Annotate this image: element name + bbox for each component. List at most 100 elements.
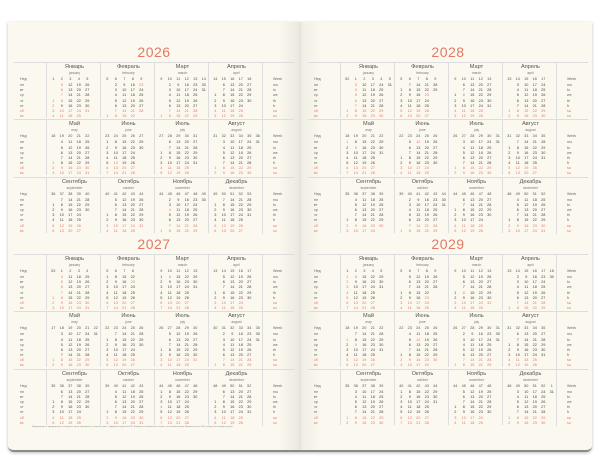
day: 26 <box>184 410 189 415</box>
day-row: 6 13 20 27 <box>49 151 100 156</box>
day: 19 <box>478 275 483 279</box>
holiday-day: 7 <box>60 290 63 295</box>
weekday-label: su <box>273 228 277 233</box>
day-row: 5 12 19 26 <box>343 358 394 363</box>
day: 28 <box>247 161 252 166</box>
week-number: 26 <box>130 134 135 139</box>
day: 15 <box>68 400 73 404</box>
holiday-day: 18 <box>230 108 235 113</box>
week-number: 15 <box>524 77 529 81</box>
holiday-day: 24 <box>370 228 375 233</box>
day: 26 <box>139 197 144 202</box>
day: 1 <box>106 337 109 342</box>
day: 24 <box>541 83 546 87</box>
day: 6 <box>168 218 171 223</box>
holiday-day: 28 <box>184 420 189 425</box>
day-row: 3 10 17 24 31 <box>103 421 154 426</box>
holiday-day: 25 <box>76 415 81 420</box>
day-row: 1 8 15 22 29 <box>49 400 100 405</box>
day: 27 <box>139 400 144 404</box>
day-row: 7 14 21 28 <box>103 109 154 114</box>
day: 13 <box>68 88 73 93</box>
day: 14 <box>524 337 529 342</box>
holiday-day: 16 <box>362 420 367 425</box>
day: 17 <box>370 389 375 394</box>
holiday-day: 21 <box>176 420 181 425</box>
day: 26 <box>487 389 492 394</box>
holiday-day: 18 <box>524 358 529 363</box>
day: 17 <box>424 202 429 207</box>
day-row: 6 13 20 27 <box>505 405 556 410</box>
day: 29 <box>247 290 252 295</box>
holiday-day: 3 <box>106 223 109 228</box>
day-row: 7 14 21 28 <box>505 213 556 218</box>
day: 21 <box>478 400 483 404</box>
day: 24 <box>130 347 135 352</box>
day-row: 4 11 18 25 <box>397 306 448 311</box>
holiday-day: 19 <box>176 171 181 176</box>
day: 22 <box>424 389 429 394</box>
holiday-day: 29 <box>487 363 492 368</box>
weekday-label: we <box>567 150 572 155</box>
weekday-label: th <box>567 155 570 160</box>
day: 4 <box>60 337 63 342</box>
day: 4 <box>114 389 117 394</box>
day: 13 <box>68 347 73 352</box>
holiday-day: 16 <box>416 358 421 363</box>
day: 3 <box>400 98 403 103</box>
holiday-day: 22 <box>478 363 483 368</box>
day: 17 <box>122 150 127 155</box>
day-row: 3 10 17 24 31 <box>157 88 208 93</box>
holiday-day: 8 <box>462 166 465 171</box>
day: 22 <box>478 290 483 295</box>
day: 31 <box>387 83 392 87</box>
day: 5 <box>408 275 411 279</box>
month-name-en: september <box>360 185 377 190</box>
weekday-label: пт <box>314 353 318 358</box>
day: 14 <box>176 342 181 347</box>
day-row: 5 12 19 26 <box>397 213 448 218</box>
holiday-day: 2 <box>52 166 55 171</box>
day: 27 <box>139 202 144 207</box>
month-calendar: Февраль february 5 6 7 8 1 8 15 22 2 9 16 23 3 10 17 24 4 1… <box>100 254 154 310</box>
day: 16 <box>122 342 127 347</box>
month-name-ru: Июнь <box>415 313 430 320</box>
holiday-day: 2 <box>214 171 217 176</box>
week-number: 16 <box>532 77 537 81</box>
holiday-day: 4 <box>508 358 511 363</box>
week-number: 10 <box>461 77 466 81</box>
day: 31 <box>201 88 206 93</box>
day: 9 <box>516 150 519 155</box>
week-number: 3 <box>69 77 72 81</box>
day: 28 <box>85 394 90 399</box>
day-row: 3 10 17 24 31 <box>343 285 394 290</box>
day: 22 <box>238 202 243 207</box>
day: 22 <box>424 88 429 93</box>
day-row: 1 8 15 22 29 <box>157 114 208 119</box>
day: 27 <box>247 83 252 87</box>
weekday-label: сб <box>314 415 318 420</box>
day: 30 <box>193 394 198 399</box>
day: 25 <box>433 208 438 212</box>
weekday-label: вт <box>314 337 318 342</box>
week-header: Нед <box>314 383 321 388</box>
holiday-day: 22 <box>238 166 243 171</box>
weekday-label: mo <box>273 197 278 202</box>
week-number: 24 <box>416 134 421 139</box>
day: 30 <box>495 332 500 337</box>
month-name-ru: Август <box>522 121 539 128</box>
day-row: 2 9 16 23 30 <box>49 363 100 368</box>
holiday-day: 30 <box>541 114 546 119</box>
day: 19 <box>478 389 483 394</box>
holiday-day: 19 <box>362 358 367 363</box>
day: 5 <box>114 394 117 399</box>
month-name-en: july <box>473 128 480 133</box>
holiday-day: 8 <box>354 275 357 279</box>
weekday-labels-ru: Нед пн вт ср чт пт сб вс <box>308 119 340 176</box>
day: 20 <box>238 389 243 394</box>
week-number: 46 <box>470 191 475 196</box>
week-number: 9 <box>454 77 457 81</box>
day: 19 <box>424 275 429 279</box>
day: 25 <box>541 285 546 290</box>
day: 30 <box>379 280 384 285</box>
